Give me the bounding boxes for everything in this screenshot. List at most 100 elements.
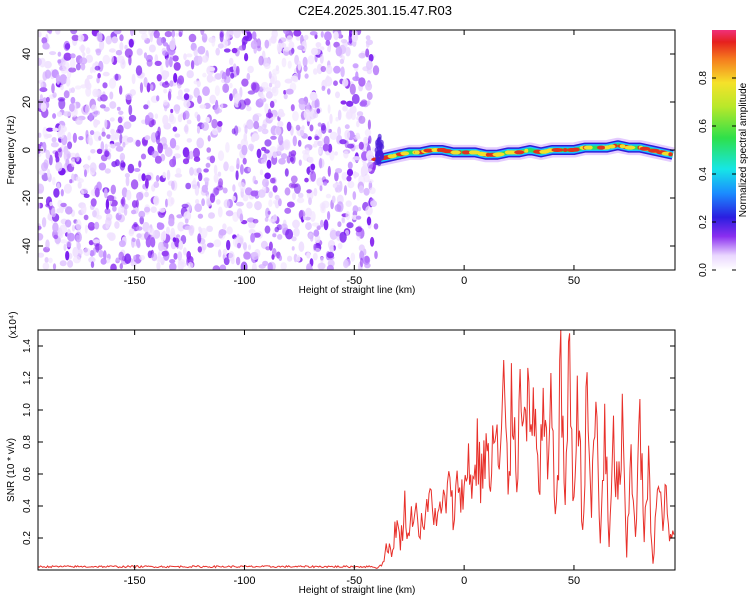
noise-blob [49, 51, 57, 56]
noise-blob [126, 189, 132, 201]
noise-blob [217, 171, 222, 177]
noise-blob [153, 181, 160, 189]
noise-blob [247, 244, 252, 251]
noise-blob [78, 136, 84, 141]
noise-blob [285, 228, 294, 240]
noise-blob [238, 99, 247, 110]
noise-blob [213, 239, 222, 248]
noise-blob [337, 242, 343, 250]
noise-blob [313, 68, 318, 75]
noise-blob [174, 145, 180, 151]
noise-blob [304, 177, 309, 183]
noise-blob [313, 229, 320, 237]
noise-blob [216, 199, 221, 205]
noise-blob [115, 49, 123, 56]
noise-blob [343, 259, 349, 269]
noise-blob [178, 240, 184, 250]
noise-blob [260, 158, 267, 164]
noise-blob [299, 129, 305, 137]
noise-blob [268, 71, 272, 79]
noise-blob [318, 147, 322, 155]
noise-blob [367, 119, 371, 130]
noise-blob [96, 77, 100, 84]
noise-blob [69, 58, 76, 69]
noise-blob [90, 198, 97, 207]
noise-blob [343, 185, 348, 196]
noise-blob [141, 32, 148, 41]
noise-blob [103, 250, 107, 260]
noise-blob [281, 57, 287, 68]
noise-blob [278, 113, 283, 118]
noise-blob [71, 34, 80, 41]
noise-blob [85, 54, 94, 63]
noise-blob [296, 255, 301, 262]
noise-blob [360, 99, 368, 106]
noise-blob [308, 197, 312, 206]
noise-blob [320, 256, 324, 265]
noise-blob [89, 66, 94, 74]
noise-blob [124, 173, 130, 178]
noise-blob [201, 243, 207, 251]
noise-blob [119, 160, 126, 171]
noise-blob [128, 114, 137, 122]
noise-blob [101, 131, 106, 137]
noise-blob [174, 173, 183, 178]
noise-blob [229, 165, 235, 172]
noise-blob [173, 252, 178, 260]
noise-blob [368, 135, 372, 145]
noise-blob [88, 256, 96, 263]
noise-blob [307, 55, 315, 65]
noise-blob [38, 169, 45, 176]
noise-blob [96, 31, 103, 43]
noise-blob [177, 75, 185, 85]
noise-blob [126, 136, 134, 143]
noise-blob [280, 42, 287, 48]
noise-blob [80, 189, 84, 196]
noise-blob [118, 110, 124, 116]
noise-blob [309, 91, 318, 102]
noise-blob [161, 81, 170, 88]
noise-blob [259, 169, 264, 176]
noise-blob [345, 200, 352, 207]
noise-blob [283, 93, 288, 100]
noise-blob [170, 108, 174, 114]
noise-blob [100, 141, 105, 152]
noise-blob [143, 104, 149, 110]
noise-blob [55, 161, 63, 172]
noise-blob [208, 212, 215, 219]
noise-blob [199, 227, 208, 239]
noise-blob [277, 234, 283, 240]
noise-blob [80, 44, 85, 53]
spec-xtick-label: 50 [568, 275, 580, 287]
noise-blob [40, 102, 47, 112]
noise-blob [119, 34, 124, 42]
noise-blob [42, 42, 50, 50]
noise-blob [316, 108, 321, 114]
noise-blob [58, 230, 64, 239]
noise-blob [38, 183, 45, 194]
noise-blob [87, 155, 91, 161]
noise-blob [195, 198, 200, 205]
noise-blob [106, 232, 115, 240]
noise-blob [144, 191, 149, 198]
noise-blob [246, 72, 251, 81]
noise-blob [192, 147, 200, 159]
noise-blob [314, 135, 320, 141]
noise-blob [325, 39, 331, 46]
noise-blob [368, 54, 374, 62]
noise-blob [139, 216, 144, 225]
noise-blob [242, 35, 250, 41]
noise-blob [283, 139, 291, 151]
noise-blob [331, 195, 336, 204]
noise-blob [292, 73, 299, 83]
noise-blob [193, 48, 198, 57]
noise-blob [338, 30, 342, 39]
noise-blob [292, 135, 297, 147]
noise-blob [218, 178, 224, 188]
noise-blob [230, 72, 235, 79]
noise-blob [307, 136, 312, 141]
noise-blob [120, 198, 124, 205]
noise-blob [168, 56, 173, 68]
trace-peak [485, 152, 491, 157]
noise-blob [189, 167, 194, 176]
